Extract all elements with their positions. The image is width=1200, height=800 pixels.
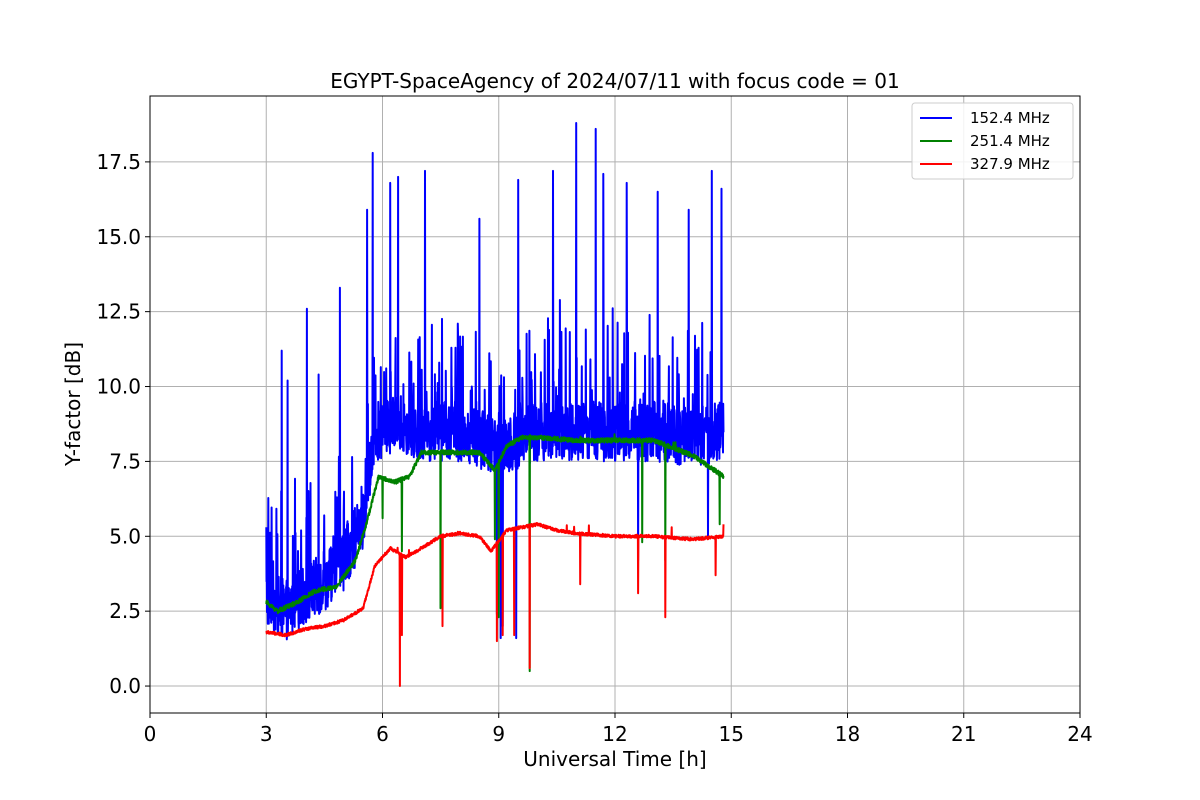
y-axis-label: Y-factor [dB] bbox=[61, 342, 85, 467]
legend-label: 251.4 MHz bbox=[970, 132, 1050, 150]
plot-series bbox=[265, 122, 725, 687]
y-tick-label: 17.5 bbox=[96, 150, 141, 174]
series-line-3 bbox=[265, 522, 725, 687]
x-tick-label: 9 bbox=[492, 722, 505, 746]
y-tick-label: 0.0 bbox=[109, 674, 141, 698]
y-tick-label: 2.5 bbox=[109, 599, 141, 623]
y-tick-label: 7.5 bbox=[109, 449, 141, 473]
series-line-2 bbox=[265, 433, 725, 673]
x-tick-label: 6 bbox=[376, 722, 389, 746]
legend: 152.4 MHz 251.4 MHz 327.9 MHz bbox=[911, 102, 1074, 180]
y-tick-label: 10.0 bbox=[96, 375, 141, 399]
chart-title: EGYPT-SpaceAgency of 2024/07/11 with foc… bbox=[330, 69, 899, 93]
y-tick-label: 15.0 bbox=[96, 225, 141, 249]
y-tick-label: 5.0 bbox=[109, 524, 141, 548]
x-tick-label: 21 bbox=[951, 722, 976, 746]
legend-label: 327.9 MHz bbox=[970, 155, 1050, 173]
axis-ticks: 0 3 6 9 12 15 18 21 24 0.0 2.5 5.0 7.5 10.0 12.5 15.0 17… bbox=[96, 150, 1092, 746]
y-tick-label: 12.5 bbox=[96, 300, 141, 324]
legend-label: 152.4 MHz bbox=[970, 109, 1050, 127]
x-tick-label: 12 bbox=[602, 722, 627, 746]
x-tick-label: 15 bbox=[719, 722, 744, 746]
legend-box bbox=[911, 102, 1074, 180]
x-tick-label: 0 bbox=[144, 722, 157, 746]
x-tick-label: 3 bbox=[260, 722, 273, 746]
x-axis-label: Universal Time [h] bbox=[523, 747, 706, 771]
x-tick-label: 18 bbox=[835, 722, 860, 746]
x-tick-label: 24 bbox=[1067, 722, 1092, 746]
